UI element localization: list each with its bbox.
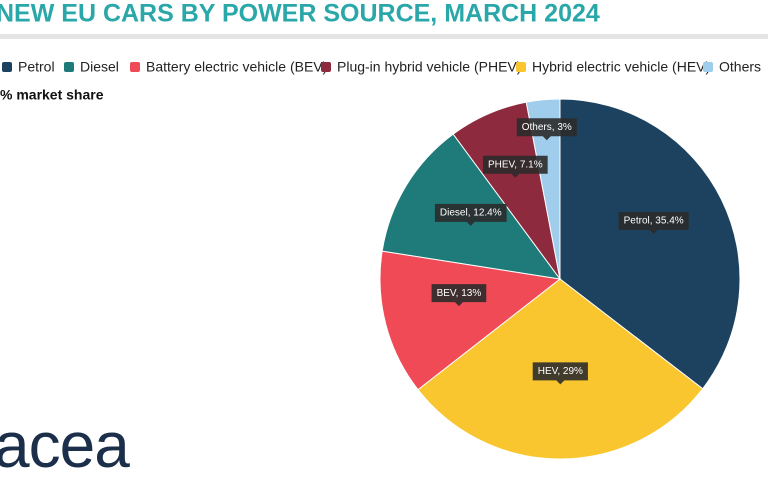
legend-swatch <box>703 62 713 72</box>
legend-swatch <box>130 62 140 72</box>
legend-swatch <box>321 62 331 72</box>
legend-swatch <box>2 62 12 72</box>
legend-label: Others <box>719 59 761 75</box>
legend-swatch <box>64 62 74 72</box>
legend-label: Plug-in hybrid vehicle (PHEV) <box>337 59 521 75</box>
legend-swatch <box>516 62 526 72</box>
data-label-box <box>516 118 577 141</box>
data-label: HEV, 29% <box>538 366 583 377</box>
chart-title: NEW EU CARS BY POWER SOURCE, MARCH 2024 <box>0 0 600 28</box>
legend-label: Battery electric vehicle (BEV) <box>146 59 327 75</box>
data-label-box <box>431 284 487 307</box>
chart-subtitle: % market share <box>0 87 104 103</box>
data-label: Petrol, 35.4% <box>624 216 684 227</box>
legend-label: Diesel <box>80 59 119 75</box>
data-label: BEV, 13% <box>437 288 482 299</box>
data-label-box <box>482 155 548 178</box>
legend-label: Hybrid electric vehicle (HEV) <box>532 59 710 75</box>
data-label-box <box>434 203 507 226</box>
data-label: Others, 3% <box>522 122 572 133</box>
data-label: PHEV, 7.1% <box>488 159 543 170</box>
legend-label: Petrol <box>18 59 55 75</box>
pie-slice <box>525 98 561 280</box>
logo: acea <box>0 409 130 481</box>
data-label: Diesel, 12.4% <box>440 207 502 218</box>
pie-slice <box>379 250 562 391</box>
pie-slice <box>559 98 741 390</box>
data-label-box <box>618 211 689 234</box>
title-rule <box>0 34 768 39</box>
data-label-box <box>532 362 588 385</box>
